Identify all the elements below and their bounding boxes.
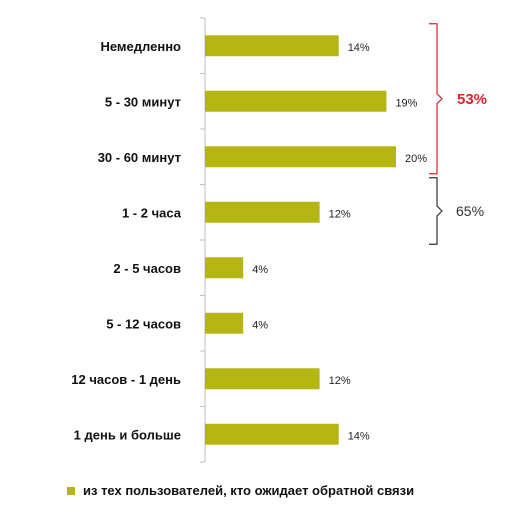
legend-swatch [67,487,75,495]
value-label: 20% [405,153,427,165]
value-label: 4% [252,264,268,276]
category-label: 5 - 30 минут [105,94,181,109]
category-label: 1 - 2 часа [122,205,182,220]
category-label: 30 - 60 минут [98,150,181,165]
bar [205,368,320,390]
value-labels: 14% 19% 20% 12% 4% 4% 12% 14% [252,42,427,443]
bar [205,146,396,168]
bar [205,35,339,57]
category-label: 2 - 5 часов [113,261,181,276]
bar [205,312,244,334]
bar [205,90,387,112]
brace-label: 65% [456,203,484,219]
category-label: 5 - 12 часов [106,316,181,331]
brace-label: 53% [457,91,487,108]
bar [205,201,320,223]
legend-label: из тех пользователей, кто ожидает обратн… [83,483,414,498]
value-label: 4% [252,319,268,331]
axis-ticks [200,17,205,463]
bars-group [205,35,396,445]
category-label: 1 день и больше [74,427,181,442]
brace [429,23,443,175]
value-label: 19% [395,97,417,109]
bar [205,257,244,279]
value-label: 12% [329,208,351,220]
brace [429,177,443,245]
value-label: 14% [348,42,370,54]
bar [205,423,339,445]
value-label: 14% [348,430,370,442]
category-label: Немедленно [100,39,181,54]
category-label: 12 часов - 1 день [71,372,181,387]
brace-annotations: 53% 65% [429,23,487,245]
legend: из тех пользователей, кто ожидает обратн… [67,483,414,498]
category-labels: Немедленно 5 - 30 минут 30 - 60 минут 1 - 2… [71,39,181,443]
value-label: 12% [329,375,351,387]
